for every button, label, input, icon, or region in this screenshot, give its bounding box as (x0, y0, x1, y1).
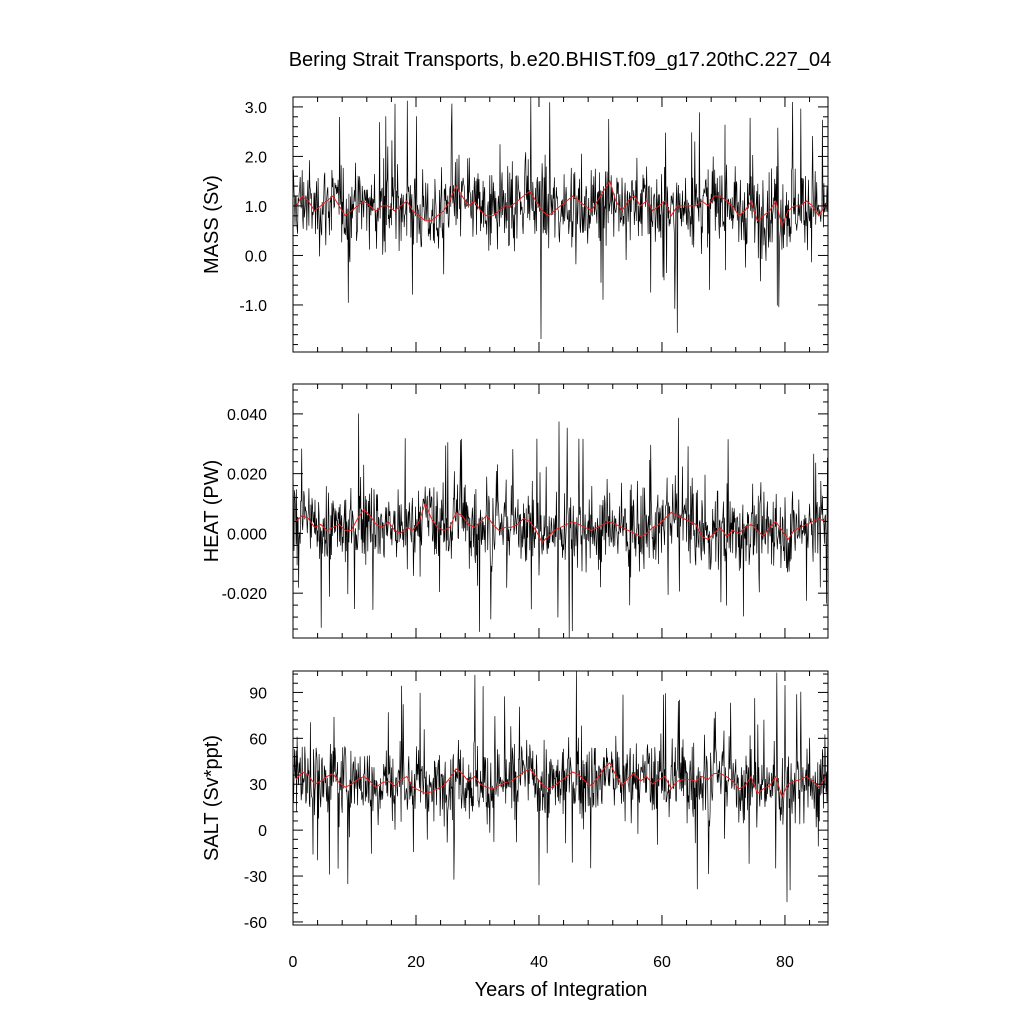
x-tick-label: 20 (407, 954, 425, 971)
x-tick-label: 60 (653, 954, 671, 971)
y-tick-label: 0.020 (227, 467, 267, 484)
y-tick-label: 1.0 (245, 199, 267, 216)
x-tick-label: 0 (289, 954, 298, 971)
x-tick-label: 40 (530, 954, 548, 971)
y-tick-label: 90 (249, 685, 267, 702)
y-axis-title: MASS (Sv) (201, 175, 223, 274)
annual-mean-series-line (295, 180, 826, 228)
monthly-series-line (292, 96, 829, 340)
plot-frame (292, 96, 829, 353)
annual-mean-series-line (295, 761, 826, 798)
y-tick-label: -1.0 (239, 298, 267, 315)
x-tick-label: 80 (776, 954, 794, 971)
y-tick-label: 0.040 (227, 407, 267, 424)
x-axis-title: Years of Integration (475, 979, 648, 1001)
chart-title: Bering Strait Transports, b.e20.BHIST.f0… (289, 49, 832, 71)
y-tick-label: 0.000 (227, 526, 267, 543)
y-axis-title: HEAT (PW) (201, 460, 223, 563)
y-axis-title: SALT (Sv*ppt) (201, 735, 223, 861)
y-tick-label: -0.020 (222, 586, 267, 603)
panel-2: -0.020 0.000 0.020 0.040 HEAT (PW) (201, 383, 829, 639)
plot-frame (292, 383, 829, 639)
y-tick-label: -60 (244, 915, 267, 932)
y-tick-label: 2.0 (245, 149, 267, 166)
y-tick-label: -30 (244, 869, 267, 886)
panel-1: -1.0 0.0 1.0 2.0 3.0 MASS (Sv) (201, 96, 829, 353)
y-tick-label: 3.0 (245, 100, 267, 117)
annual-mean-series-line (295, 502, 826, 544)
monthly-series-line (292, 670, 829, 903)
y-tick-label: 0.0 (245, 248, 267, 265)
plot-frame (292, 670, 829, 926)
y-tick-label: 30 (249, 777, 267, 794)
y-tick-label: 60 (249, 731, 267, 748)
y-tick-label: 0 (258, 823, 267, 840)
panel-3: -60 -30 0 30 60 90 SALT (Sv*ppt) 0 20 40 60 80 (201, 670, 829, 971)
